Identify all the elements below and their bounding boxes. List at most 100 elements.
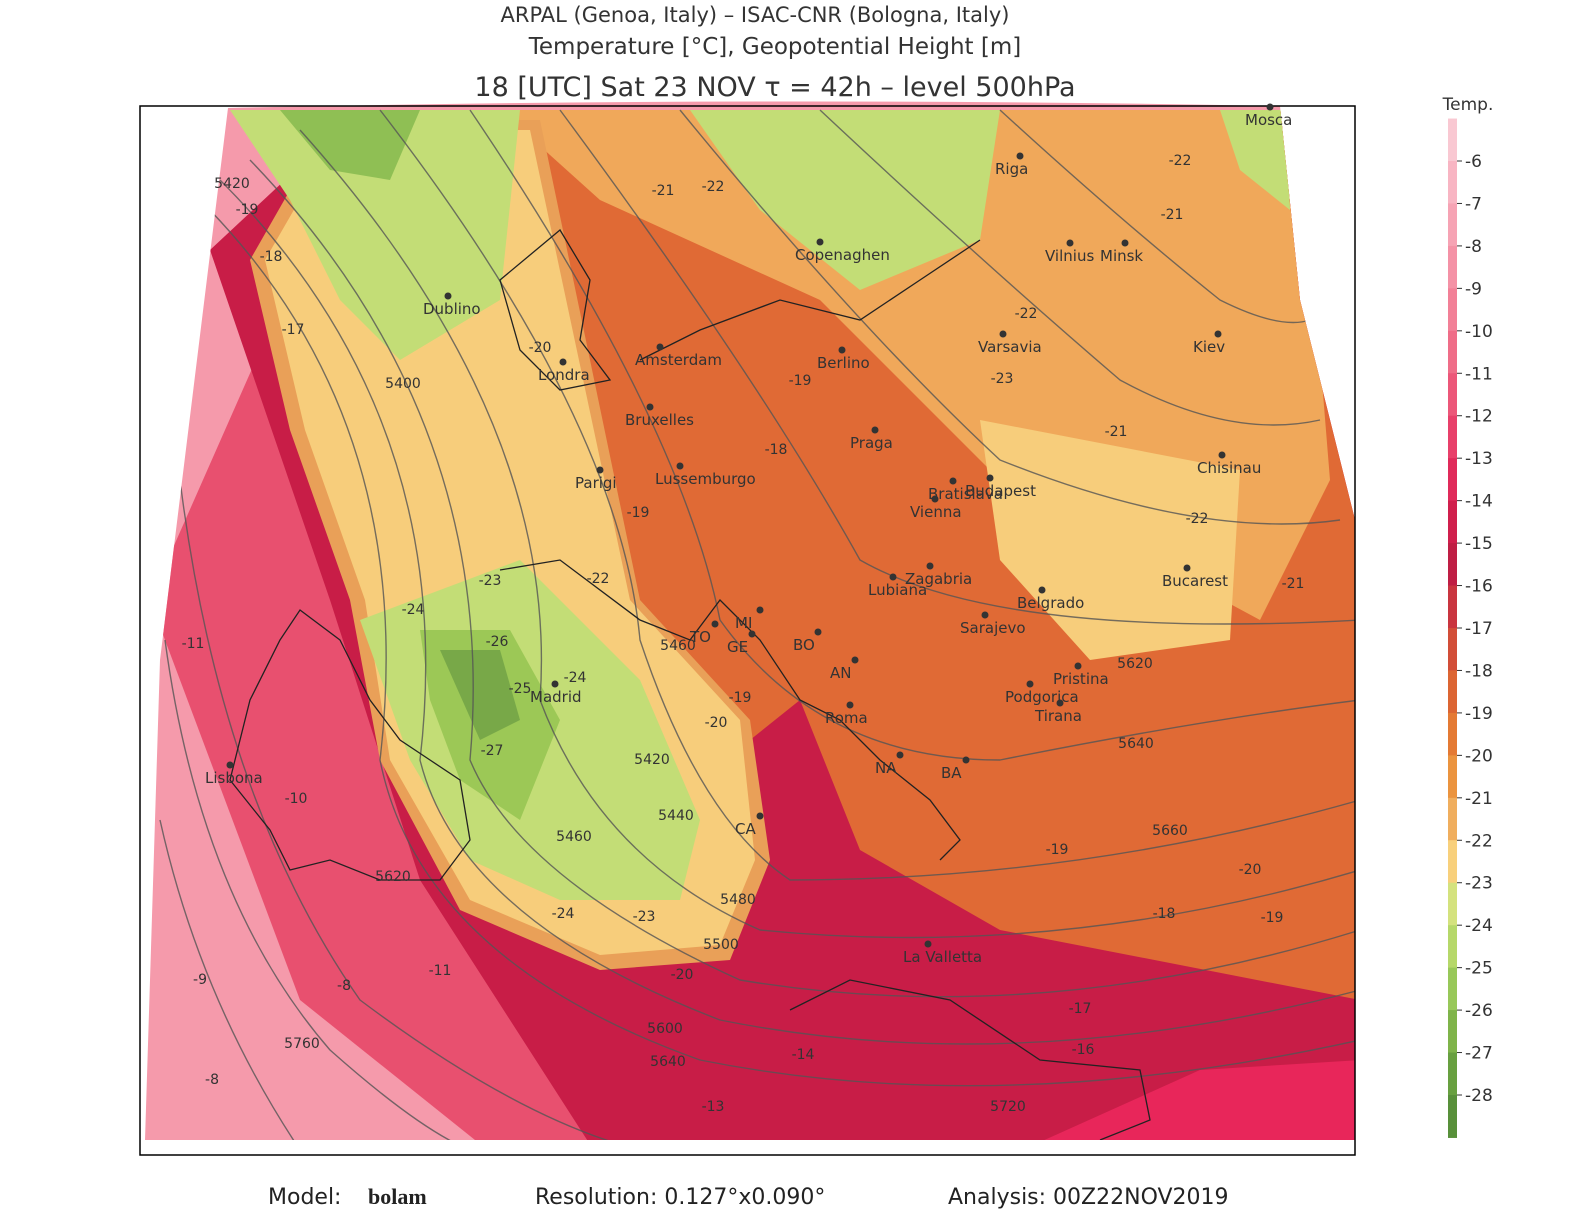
field xyxy=(980,420,1240,660)
city-dot xyxy=(656,343,664,351)
contour-label: 5420 xyxy=(214,176,250,192)
colorbar-swatch xyxy=(1448,882,1457,926)
city-label: Vienna xyxy=(910,503,962,521)
city-dot xyxy=(748,630,756,638)
colorbar-swatch xyxy=(1448,288,1457,332)
city-label: Vilnius xyxy=(1045,247,1094,265)
contour-label: -25 xyxy=(509,681,532,697)
city-label: Lussemburgo xyxy=(655,470,756,488)
colorbar-swatch xyxy=(1448,458,1457,502)
contour-label: -13 xyxy=(702,1099,725,1115)
colorbar-tick-label: -15 xyxy=(1465,534,1493,554)
contour-label: -21 xyxy=(1161,207,1184,223)
footer-label: Model: xyxy=(268,1185,341,1210)
city-label: NA xyxy=(875,759,897,777)
city-dot xyxy=(871,426,879,434)
contour-label: -11 xyxy=(429,963,452,979)
city-label: Tirana xyxy=(1034,707,1082,725)
city-label: Riga xyxy=(995,160,1028,178)
colorbar-swatch xyxy=(1448,585,1457,629)
colorbar-swatch xyxy=(1448,203,1457,247)
city-dot xyxy=(999,330,1007,338)
city-dot xyxy=(1016,152,1024,160)
field xyxy=(1220,110,1290,210)
colorbar-swatch xyxy=(1448,543,1457,587)
colorbar-swatch xyxy=(1448,840,1457,884)
colorbar-swatch xyxy=(1448,628,1457,671)
contour-label: 5500 xyxy=(703,937,739,953)
colorbar-swatch xyxy=(1448,500,1457,544)
contour-label: -22 xyxy=(1015,306,1038,322)
colorbar-tick-label: -24 xyxy=(1465,916,1493,936)
colorbar-tick-label: -22 xyxy=(1465,831,1493,851)
contour-label: -20 xyxy=(529,340,552,356)
colorbar-swatch xyxy=(1448,245,1457,289)
colorbar-tick-label: -27 xyxy=(1465,1044,1493,1064)
contour-label: 5480 xyxy=(720,892,756,908)
contour-label: 5620 xyxy=(375,869,411,885)
city-dot xyxy=(444,292,452,300)
city-label: La Valletta xyxy=(903,948,982,966)
contour-label: -16 xyxy=(1072,1042,1095,1058)
city-label: Amsterdam xyxy=(635,351,722,369)
city-dot xyxy=(756,606,764,614)
city-label: Zagabria xyxy=(905,570,972,588)
contour-label: -20 xyxy=(671,967,694,983)
contour-label: -21 xyxy=(1282,576,1305,592)
city-label: Belgrado xyxy=(1017,594,1084,612)
contour-label: 5760 xyxy=(284,1036,320,1052)
city-label: Roma xyxy=(825,709,868,727)
contour-label: -19 xyxy=(236,202,259,218)
colorbar-tick-label: -14 xyxy=(1465,492,1493,512)
colorbar-tick-label: -16 xyxy=(1465,577,1493,597)
city-dot xyxy=(1121,239,1129,247)
cities: Mosca Riga Copenaghen Vilnius Minsk Dublino Va… xyxy=(205,103,1292,966)
contour-label: -20 xyxy=(1239,862,1262,878)
colorbar: Temp. -6 -7 -8 -9 -10 -11 -12 -13 -14 -15 -16 -17 -1… xyxy=(1442,95,1494,1138)
city-dot xyxy=(551,680,559,688)
map-field xyxy=(145,101,1355,1140)
colorbar-tick-label: -6 xyxy=(1465,152,1482,172)
contour-label: 5420 xyxy=(634,752,670,768)
contour-label: -22 xyxy=(1169,153,1192,169)
contour-label: 5640 xyxy=(650,1054,686,1070)
contour-label: 5640 xyxy=(1118,736,1154,752)
colorbar-tick-label: -8 xyxy=(1465,237,1482,257)
city-dot xyxy=(931,495,939,503)
contour-label: 5720 xyxy=(990,1099,1026,1115)
city-label: CA xyxy=(735,820,756,838)
colorbar-tick-label: -7 xyxy=(1465,194,1482,214)
colorbar-swatch xyxy=(1448,967,1457,1011)
contour-label: -18 xyxy=(260,249,283,265)
field xyxy=(690,110,1000,290)
legend-title: Temp. xyxy=(1442,95,1494,115)
city-label: Lubiana xyxy=(868,581,927,599)
field xyxy=(440,650,520,740)
city-label: Berlino xyxy=(817,354,870,372)
city-label: Kiev xyxy=(1193,338,1225,356)
city-label: Parigi xyxy=(575,474,617,492)
contour-label: -19 xyxy=(1046,842,1069,858)
city-dot xyxy=(646,403,654,411)
colorbar-tick-label: -10 xyxy=(1465,322,1493,342)
city-dot xyxy=(1214,330,1222,338)
city-dot xyxy=(949,477,957,485)
city-dot xyxy=(986,474,994,482)
city-label: Praga xyxy=(850,434,893,452)
contour-label: -20 xyxy=(705,715,728,731)
contour-label: -26 xyxy=(486,634,509,650)
city-label: Copenaghen xyxy=(795,246,890,264)
contour-label: -19 xyxy=(627,505,650,521)
city-label: BA xyxy=(941,764,962,782)
city-dot xyxy=(926,562,934,570)
colorbar-tick-label: -23 xyxy=(1465,874,1493,894)
contour-label: -11 xyxy=(182,636,205,652)
colorbar-swatch xyxy=(1448,925,1457,969)
city-label: Podgorica xyxy=(1005,688,1079,706)
contours xyxy=(159,109,1355,1140)
colorbar-swatch xyxy=(1448,755,1457,799)
city-label: Sarajevo xyxy=(960,619,1026,637)
city-label: Varsavia xyxy=(978,338,1042,356)
contour-label: -17 xyxy=(1069,1001,1092,1017)
